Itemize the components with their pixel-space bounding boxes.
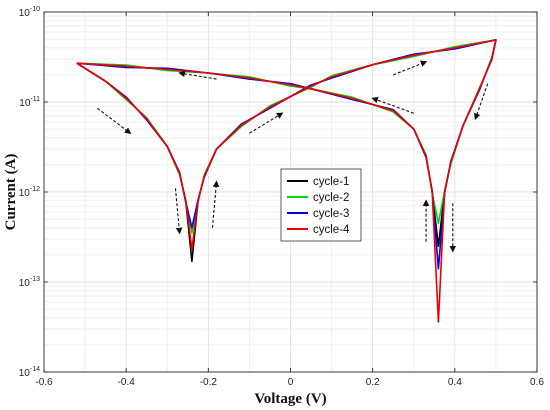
x-tick-label: -0.4: [118, 377, 136, 388]
direction-arrow: [474, 83, 489, 121]
x-tick-label: 0: [288, 377, 294, 388]
y-tick-label: 10-14: [19, 366, 40, 379]
legend-label: cycle-3: [313, 208, 349, 220]
direction-arrow: [211, 180, 220, 228]
tick-layer: -0.6 -0.4 -0.2 0 0.2 0.4 0.6 10-14 10-13 10-12 10-…: [19, 6, 545, 388]
y-tick-label: 10-11: [19, 96, 40, 109]
direction-arrow: [174, 188, 183, 235]
x-tick-label: 0.4: [448, 377, 462, 388]
direction-arrow: [249, 112, 284, 134]
x-axis-title: Voltage (V): [254, 391, 326, 407]
direction-arrow: [393, 60, 428, 76]
x-tick-label: 0.2: [366, 377, 380, 388]
x-tick-label: -0.6: [35, 377, 53, 388]
x-tick-label: -0.2: [200, 377, 218, 388]
legend-label: cycle-2: [313, 192, 349, 204]
direction-arrow: [178, 70, 217, 80]
y-tick-label: 10-12: [19, 186, 40, 199]
direction-arrow: [371, 96, 414, 114]
y-tick-label: 10-10: [19, 6, 40, 19]
y-tick-label: 10-13: [19, 276, 40, 289]
legend-label: cycle-4: [313, 224, 350, 236]
series-line-cycle-4: [76, 39, 497, 323]
legend: cycle-1 cycle-2 cycle-3 cycle-4: [280, 168, 362, 242]
x-tick-label: 0.6: [530, 377, 544, 388]
direction-arrow: [97, 107, 132, 135]
y-axis-title: Current (A): [3, 154, 19, 231]
legend-label: cycle-1: [313, 176, 349, 188]
series-layer: [76, 39, 497, 323]
arrow-layer: [97, 60, 489, 253]
